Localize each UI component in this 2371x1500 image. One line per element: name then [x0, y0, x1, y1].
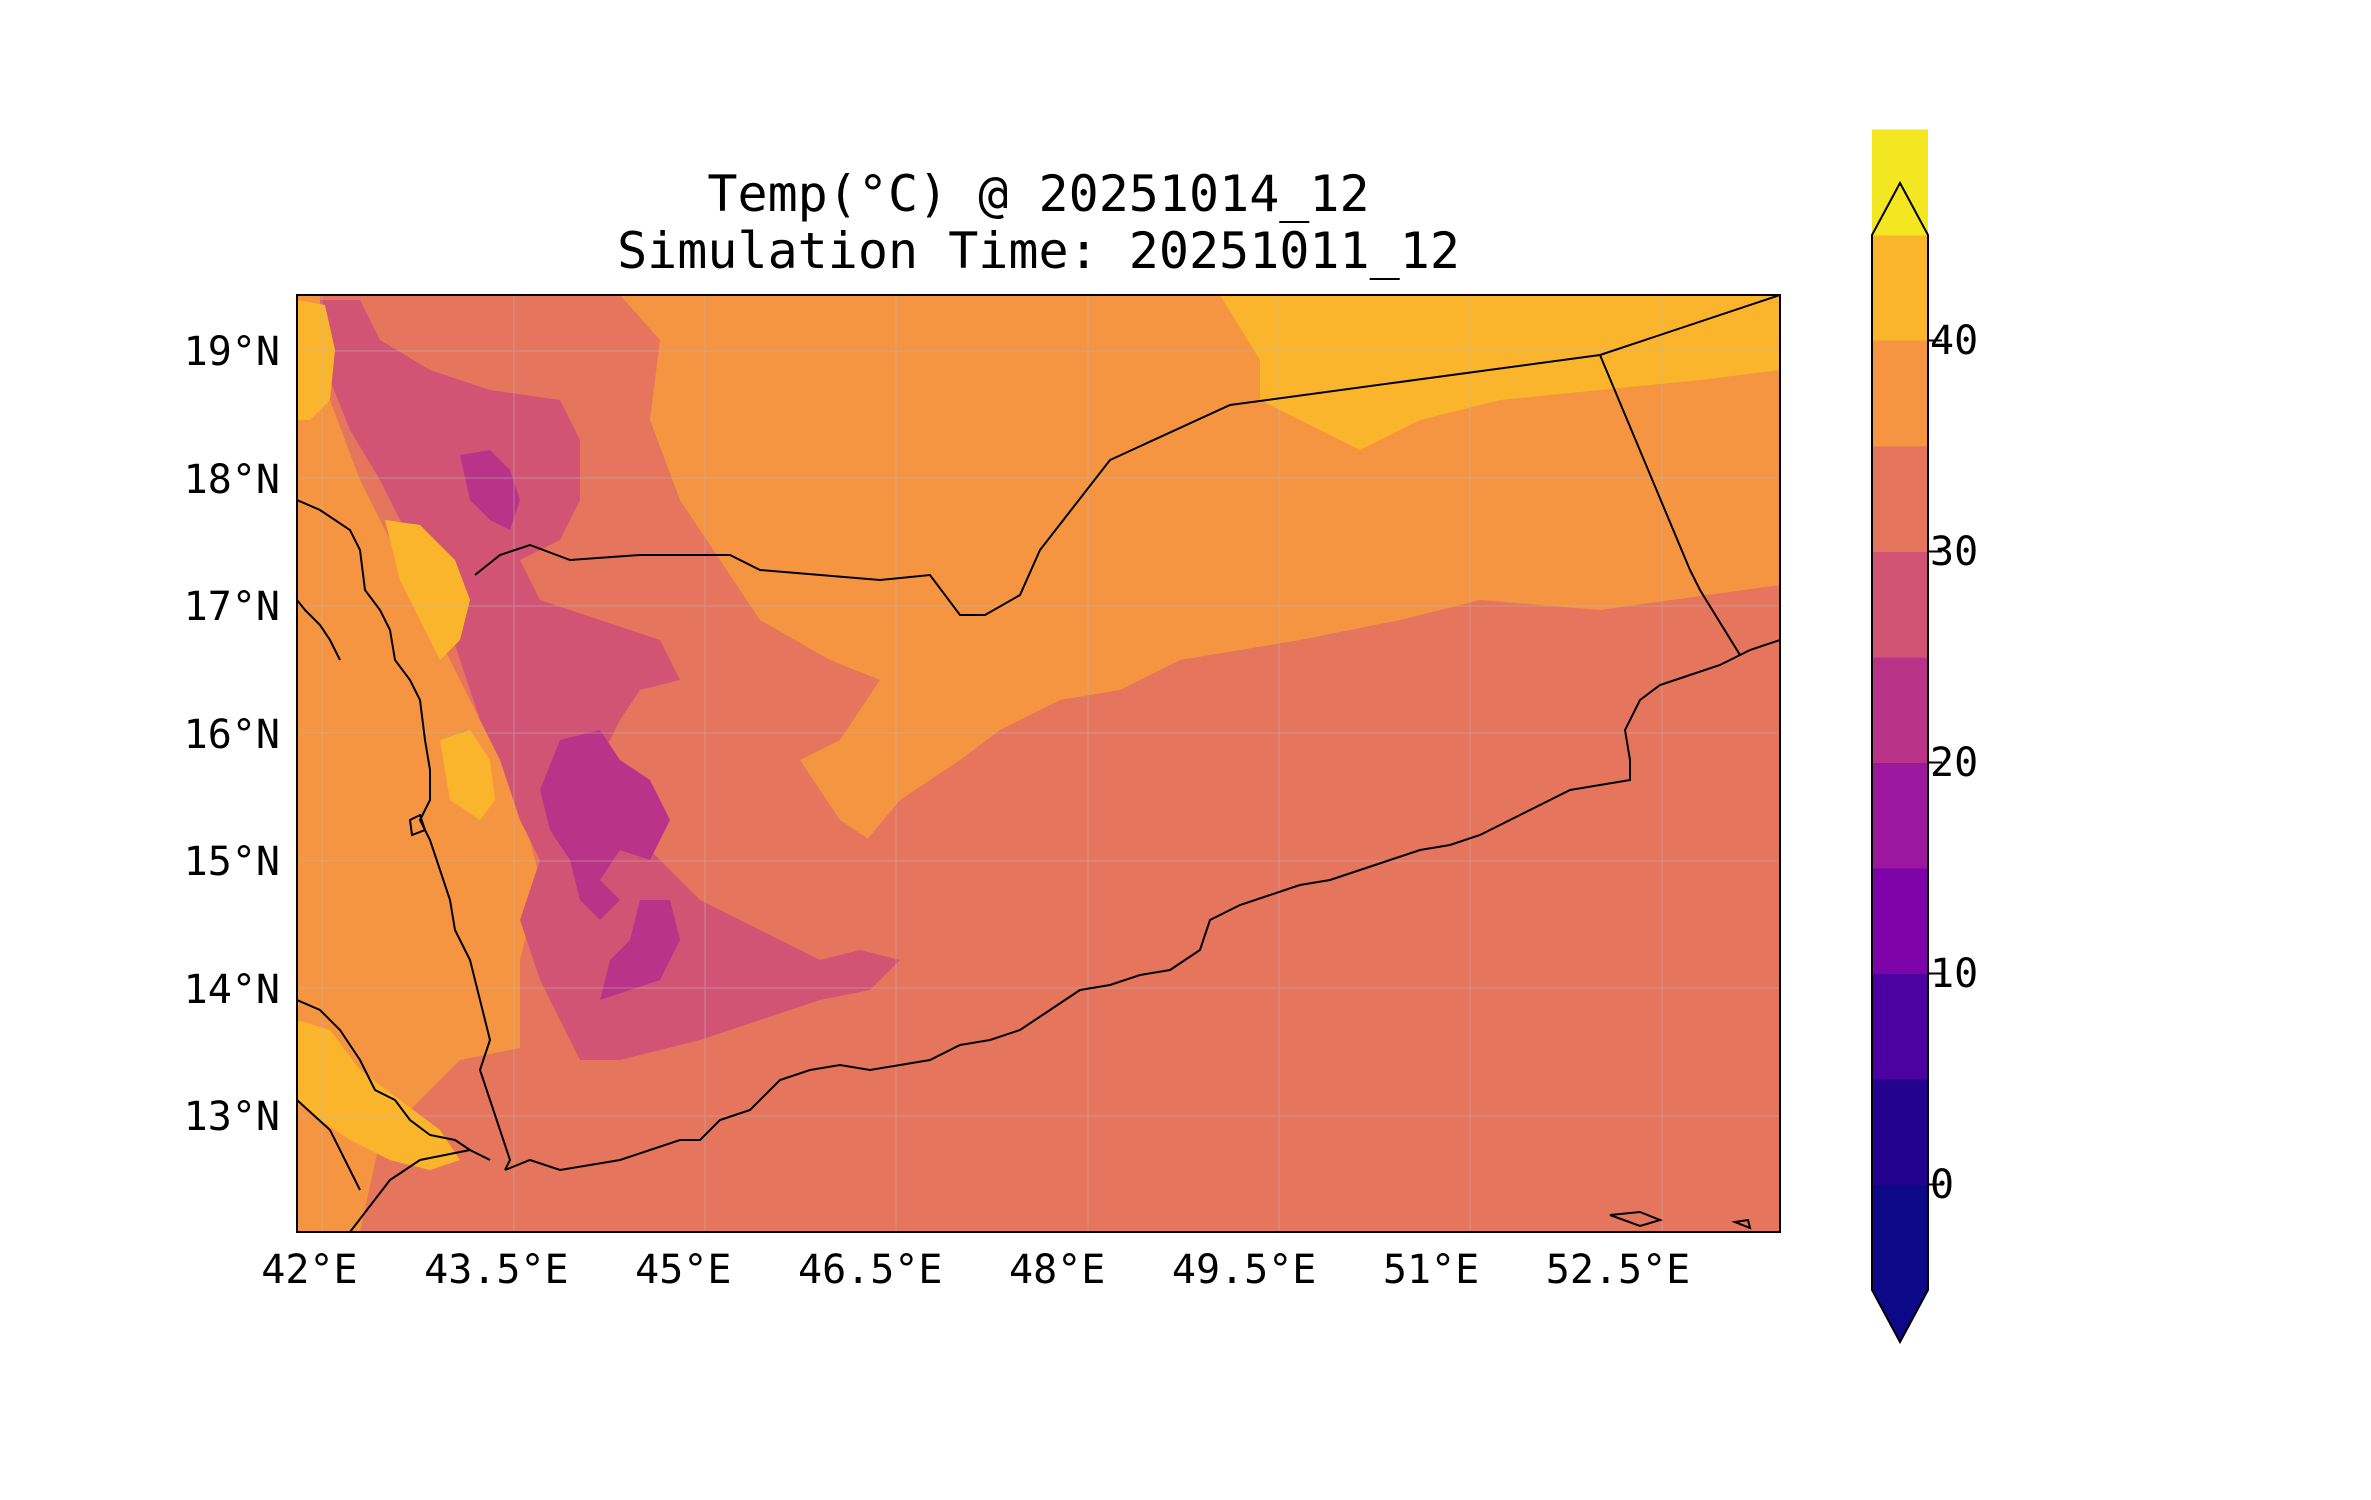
temperature-field-35-40-westedge	[297, 300, 335, 420]
border-yemen-oman	[1599, 354, 1741, 656]
latitude-tick-label: 14°N	[183, 966, 280, 1013]
colorbar-tick-label: 0	[1930, 1161, 1955, 1208]
colorbar	[1871, 129, 1942, 1345]
temperature-field-15-20-central	[540, 730, 670, 920]
colorbar-tick-label: 30	[1930, 528, 1979, 575]
coastline-african-horn	[297, 999, 491, 1161]
temperature-field-35-40-northeast	[1220, 295, 1780, 450]
colorbar-segment	[1872, 340, 1928, 447]
coastline-eritrea	[297, 599, 341, 661]
colorbar-tick-label: 20	[1930, 739, 1979, 786]
colorbar-segment	[1872, 973, 1928, 1080]
border-eritrea-ethiopia	[349, 1149, 471, 1232]
island-socotra	[1609, 1210, 1664, 1228]
border-yemen-saudi	[474, 295, 1780, 616]
map-subtitle: Simulation Time: 20251011_12	[617, 222, 1460, 280]
colorbar-segment	[1872, 868, 1928, 974]
temperature-field-band-coastal	[740, 740, 1780, 1232]
map-frame	[296, 294, 1781, 1233]
longitude-tick-label: 49.5°E	[1171, 1247, 1317, 1293]
latitude-tick-label: 13°N	[183, 1094, 280, 1141]
temperature-field-15-20-south	[600, 900, 680, 1000]
colorbar-segment	[1872, 1079, 1928, 1185]
island-abd-al-kuri	[1731, 1218, 1752, 1230]
longitude-tick-label: 52.5°E	[1545, 1247, 1691, 1293]
map-title: Temp(°C) @ 20251014_12	[707, 165, 1370, 223]
longitude-tick-label: 43.5°E	[424, 1247, 569, 1293]
colorbar-segment	[1872, 551, 1928, 658]
coastline-gulf-of-aden-north	[504, 639, 1780, 1172]
temperature-field-35-40-redsea	[385, 520, 470, 660]
longitude-tick-label: 51°E	[1382, 1247, 1480, 1293]
temperature-field-band-east	[980, 620, 1780, 900]
colorbar-segment	[1872, 657, 1928, 763]
colorbar-outline	[1871, 180, 1929, 1345]
temperature-field-15-20-north	[460, 450, 520, 530]
temperature-field-20-25	[320, 300, 900, 1060]
colorbar-tick-label: 10	[1930, 950, 1979, 997]
border-djibouti	[297, 1099, 361, 1191]
temperature-field-35-40-coast	[440, 730, 495, 820]
colorbar-extend-low	[1872, 1184, 1928, 1342]
longitude-tick-label: 48°E	[1009, 1247, 1106, 1293]
colorbar-tick-label: 40	[1930, 317, 1979, 364]
map-gridlines	[297, 295, 1780, 1232]
colorbar-segment	[1872, 446, 1928, 552]
longitude-tick-label: 42°E	[261, 1247, 358, 1293]
temperature-field-35-40-southwest	[297, 1020, 460, 1170]
longitude-tick-label: 45°E	[635, 1247, 732, 1293]
latitude-tick-label: 17°N	[183, 584, 280, 631]
colorbar-segment	[1872, 762, 1928, 869]
latitude-tick-label: 18°N	[183, 456, 280, 503]
country-borders	[297, 295, 1780, 1232]
latitude-tick-label: 15°N	[183, 839, 280, 886]
longitude-tick-label: 46.5°E	[798, 1247, 943, 1293]
map-panel	[297, 295, 1780, 1232]
latitude-tick-label: 16°N	[183, 711, 280, 758]
coastline-red-sea-east	[297, 499, 512, 1171]
latitude-tick-label: 19°N	[183, 329, 280, 376]
island-kamaran	[408, 813, 427, 837]
coastlines	[297, 499, 1780, 1230]
